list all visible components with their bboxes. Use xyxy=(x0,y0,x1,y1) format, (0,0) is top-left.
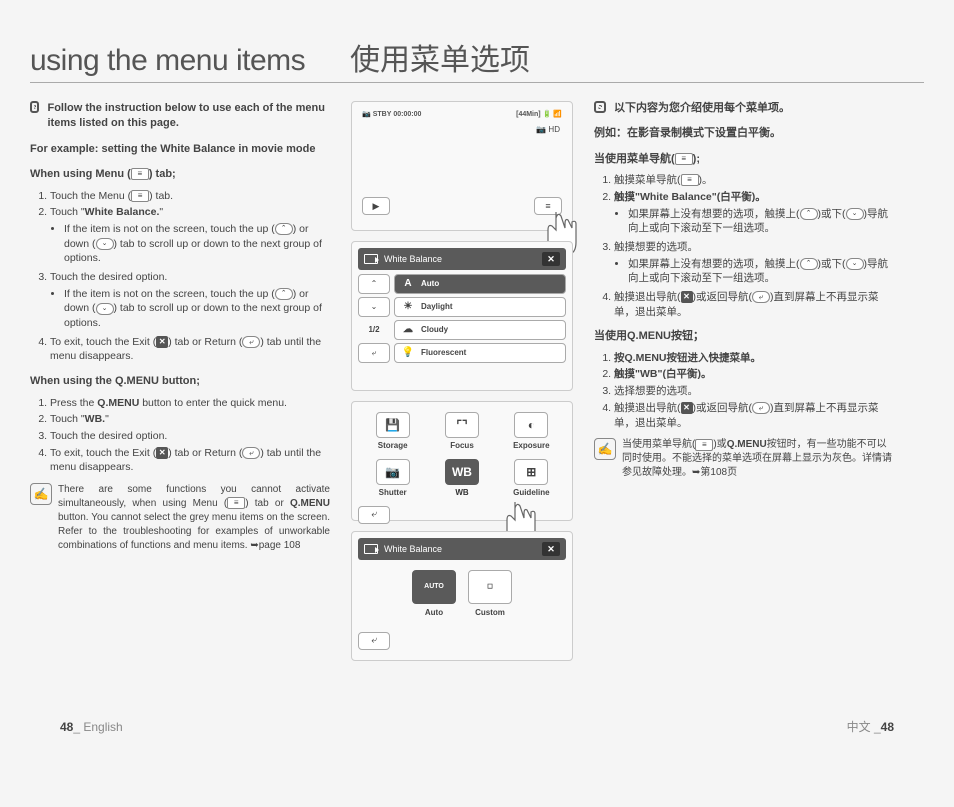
qmenu-steps-zh: 按Q.MENU按钮进入快捷菜单。 触摸"WB"(白平衡)。 选择想要的选项。 触… xyxy=(594,351,894,430)
gear-icon xyxy=(30,101,39,113)
wb-option-cloudy[interactable]: ☁Cloudy xyxy=(394,320,566,340)
menu-steps-zh: 触摸菜单导航(≡)。 触摸"White Balance"(白平衡)。 如果屏幕上… xyxy=(594,173,894,319)
wb-option-fluorescent[interactable]: 💡Fluorescent xyxy=(394,343,566,363)
wb-option-auto[interactable]: AAuto xyxy=(394,274,566,294)
page-indicator: 1/2 xyxy=(358,320,390,340)
down-icon: ⌄ xyxy=(846,208,864,220)
note-box: ✍ There are some functions you cannot ac… xyxy=(30,483,330,553)
menu-icon: ≡ xyxy=(695,439,713,451)
qmenu-steps: Press the Q.MENU button to enter the qui… xyxy=(30,396,330,475)
rec-icon: 📷 STBY 00:00:00 xyxy=(362,110,421,120)
return-icon: ⤶ xyxy=(752,402,770,414)
example-heading: For example: setting the White Balance i… xyxy=(30,142,330,157)
note-icon: ✍ xyxy=(30,483,52,505)
up-icon: ⌃ xyxy=(800,208,818,220)
camera-icon xyxy=(364,254,378,264)
up-icon: ⌃ xyxy=(800,258,818,270)
exit-icon: ✕ xyxy=(681,291,693,303)
menu-steps: Touch the Menu (≡) tab. Touch "White Bal… xyxy=(30,189,330,365)
exit-icon: ✕ xyxy=(156,336,168,348)
menu-icon: ≡ xyxy=(131,190,149,202)
qmenu-guideline[interactable]: ⊞Guideline xyxy=(501,459,562,498)
play-button[interactable]: ▶ xyxy=(362,197,390,215)
screen-quickmenu: 💾Storage ⌜⌝Focus ◐Exposure 📷Shutter WBWB… xyxy=(351,401,573,521)
wb-option-daylight[interactable]: ☀Daylight xyxy=(394,297,566,317)
camera-icon xyxy=(364,544,378,554)
qmenu-focus[interactable]: ⌜⌝Focus xyxy=(431,412,492,451)
return-button[interactable]: ⤶ xyxy=(358,343,390,363)
qmenu-heading: When using the Q.MENU button; xyxy=(30,374,330,389)
screens-column: 📷 STBY 00:00:00 [44Min] 🔋 📶 📷 HD ▶ ≡ Whi… xyxy=(342,101,582,807)
close-button[interactable]: ✕ xyxy=(542,252,560,266)
down-icon: ⌄ xyxy=(96,238,114,250)
menu-icon: ≡ xyxy=(675,153,693,165)
down-icon: ⌄ xyxy=(846,258,864,270)
menu-button[interactable]: ≡ xyxy=(534,197,562,215)
close-button[interactable]: ✕ xyxy=(542,542,560,556)
title-english: using the menu items xyxy=(30,40,350,82)
screen-standby: 📷 STBY 00:00:00 [44Min] 🔋 📶 📷 HD ▶ ≡ xyxy=(351,101,573,231)
up-icon: ⌃ xyxy=(275,223,293,235)
qmenu-exposure[interactable]: ◐Exposure xyxy=(501,412,562,451)
exit-icon: ✕ xyxy=(156,447,168,459)
qmenu-wb[interactable]: WBWB xyxy=(431,459,492,498)
wb-custom-button[interactable]: ◻Custom xyxy=(468,570,512,618)
screen-whitebalance-menu: White Balance ✕ ⌃ ⌄ 1/2 ⤶ AAuto ☀Dayligh… xyxy=(351,241,573,391)
title-chinese: 使用菜单选项 xyxy=(350,40,530,82)
left-column: Follow the instruction below to use each… xyxy=(30,101,330,807)
menu-icon: ≡ xyxy=(681,174,699,186)
note-box-zh: ✍ 当使用菜单导航(≡)或Q.MENU按钮时，有一些功能不可以同时使用。不能选择… xyxy=(594,438,894,480)
scroll-down-button[interactable]: ⌄ xyxy=(358,297,390,317)
return-button[interactable]: ⤶ xyxy=(358,632,390,650)
up-icon: ⌃ xyxy=(275,288,293,300)
wb-auto-button[interactable]: AUTOAuto xyxy=(412,570,456,618)
down-icon: ⌄ xyxy=(96,303,114,315)
return-button[interactable]: ⤶ xyxy=(358,506,390,524)
return-icon: ⤶ xyxy=(242,336,260,348)
qmenu-storage[interactable]: 💾Storage xyxy=(362,412,423,451)
note-icon: ✍ xyxy=(594,438,616,460)
screen-wb-quick: White Balance ✕ AUTOAuto ◻Custom ⤶ xyxy=(351,531,573,661)
right-column: 以下内容为您介绍使用每个菜单项。 例如：在影音录制模式下设置白平衡。 当使用菜单… xyxy=(594,101,894,807)
footer-left: 48_ English xyxy=(60,719,123,736)
footer-right: 中文 _48 xyxy=(847,719,894,736)
menu-icon: ≡ xyxy=(131,168,149,180)
qmenu-shutter[interactable]: 📷Shutter xyxy=(362,459,423,498)
return-icon: ⤶ xyxy=(752,291,770,303)
scroll-up-button[interactable]: ⌃ xyxy=(358,274,390,294)
menu-icon: ≡ xyxy=(227,497,245,509)
gear-icon xyxy=(594,101,606,113)
return-icon: ⤶ xyxy=(242,447,260,459)
exit-icon: ✕ xyxy=(681,402,693,414)
